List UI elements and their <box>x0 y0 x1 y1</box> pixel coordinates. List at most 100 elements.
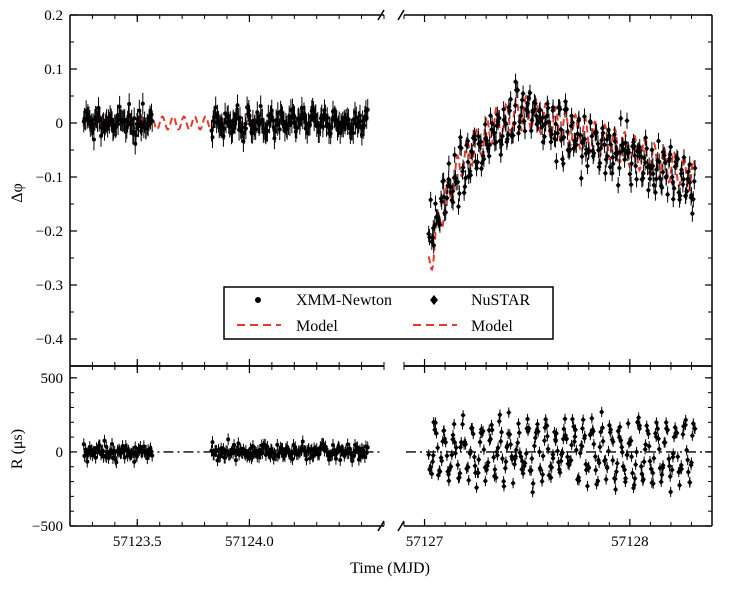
nustar-residual-point <box>543 416 549 423</box>
nustar-residual-point <box>689 432 695 439</box>
nustar-point <box>456 190 462 197</box>
nustar-point <box>499 133 505 140</box>
nustar-residual-point <box>636 414 642 421</box>
nustar-point <box>537 106 543 113</box>
nustar-residual-point <box>451 421 457 428</box>
nustar-residual-point <box>667 473 673 480</box>
nustar-point <box>588 119 594 126</box>
nustar-residual-point <box>501 483 507 490</box>
xmm-point <box>122 117 127 122</box>
nustar-residual-point <box>632 475 638 482</box>
nustar-residual-point <box>582 432 588 439</box>
nustar-residual-point <box>565 453 571 460</box>
nustar-residual-point <box>544 433 550 440</box>
nustar-point <box>690 196 696 203</box>
nustar-point <box>465 158 471 165</box>
xmm-residual-point <box>248 446 253 451</box>
nustar-point <box>471 132 477 139</box>
nustar-point <box>461 189 467 196</box>
xmm-point <box>117 104 122 109</box>
nustar-residual-point <box>651 455 657 462</box>
nustar-point <box>530 109 536 116</box>
xmm-point <box>91 137 96 142</box>
xmm-point <box>149 112 154 117</box>
nustar-residual-point <box>498 438 504 445</box>
xmm-residual-point <box>365 445 370 450</box>
xmm-point <box>260 117 265 122</box>
nustar-residual-point <box>624 451 630 458</box>
nustar-point <box>640 170 646 177</box>
nustar-point <box>578 175 584 182</box>
nustar-residual-point <box>666 463 672 470</box>
nustar-residual-point <box>457 470 463 477</box>
nustar-point <box>516 124 522 131</box>
nustar-point <box>612 138 618 145</box>
bottom-panel-data <box>81 406 712 498</box>
nustar-residual-point <box>644 422 650 429</box>
nustar-residual-point <box>659 471 665 478</box>
nustar-point <box>637 144 643 151</box>
nustar-point <box>448 183 454 190</box>
nustar-residual-point <box>623 475 629 482</box>
nustar-residual-point <box>465 464 471 471</box>
nustar-residual-point <box>579 425 585 432</box>
xmm-residual-point <box>221 447 226 452</box>
xmm-point <box>126 114 131 119</box>
nustar-residual-point <box>645 430 651 437</box>
nustar-residual-point <box>675 453 681 460</box>
nustar-residual-point <box>528 467 534 474</box>
nustar-point <box>670 196 676 203</box>
nustar-point <box>584 162 590 169</box>
nustar-point <box>663 173 669 180</box>
nustar-residual-point <box>633 461 639 468</box>
nustar-residual-point <box>610 457 616 464</box>
nustar-residual-point <box>522 460 528 467</box>
nustar-residual-point <box>496 418 502 425</box>
nustar-point <box>439 198 445 205</box>
nustar-residual-point <box>433 430 439 437</box>
xmm-residual-point <box>145 456 150 461</box>
nustar-point <box>498 151 504 158</box>
nustar-residual-point <box>600 424 606 431</box>
nustar-residual-point <box>650 469 656 476</box>
nustar-residual-point <box>612 475 618 482</box>
nustar-residual-point <box>450 432 456 439</box>
xmm-residual-point <box>93 455 98 460</box>
nustar-point <box>550 104 556 111</box>
nustar-point <box>527 89 533 96</box>
nustar-residual-point <box>593 467 599 474</box>
nustar-point <box>472 136 478 143</box>
nustar-residual-point <box>608 426 614 433</box>
xmm-point <box>240 125 245 130</box>
nustar-residual-point <box>677 482 683 489</box>
nustar-residual-point <box>439 457 445 464</box>
nustar-residual-point <box>444 452 450 459</box>
xmm-point <box>97 115 102 120</box>
nustar-residual-point <box>559 449 565 456</box>
nustar-point <box>482 121 488 128</box>
nustar-residual-point <box>629 470 635 477</box>
nustar-point <box>549 131 555 138</box>
xmm-point <box>140 101 145 106</box>
bottom-ytick-label: 500 <box>41 371 64 387</box>
nustar-residual-point <box>625 420 631 427</box>
nustar-point <box>677 192 683 199</box>
xmm-residual-point <box>226 437 231 442</box>
nustar-point <box>617 149 623 156</box>
nustar-residual-point <box>430 458 436 465</box>
nustar-residual-point <box>569 416 575 423</box>
nustar-point <box>610 160 616 167</box>
nustar-point <box>687 161 693 168</box>
nustar-point <box>431 242 437 249</box>
nustar-point <box>594 129 600 136</box>
nustar-residual-point <box>619 449 625 456</box>
nustar-point <box>458 144 464 151</box>
nustar-residual-point <box>679 466 685 473</box>
nustar-point <box>662 159 668 166</box>
nustar-point <box>553 120 559 127</box>
nustar-point <box>557 106 563 113</box>
nustar-residual-point <box>572 433 578 440</box>
nustar-residual-point <box>685 469 691 476</box>
nustar-point <box>589 133 595 140</box>
top-break-mark-1 <box>377 9 385 21</box>
